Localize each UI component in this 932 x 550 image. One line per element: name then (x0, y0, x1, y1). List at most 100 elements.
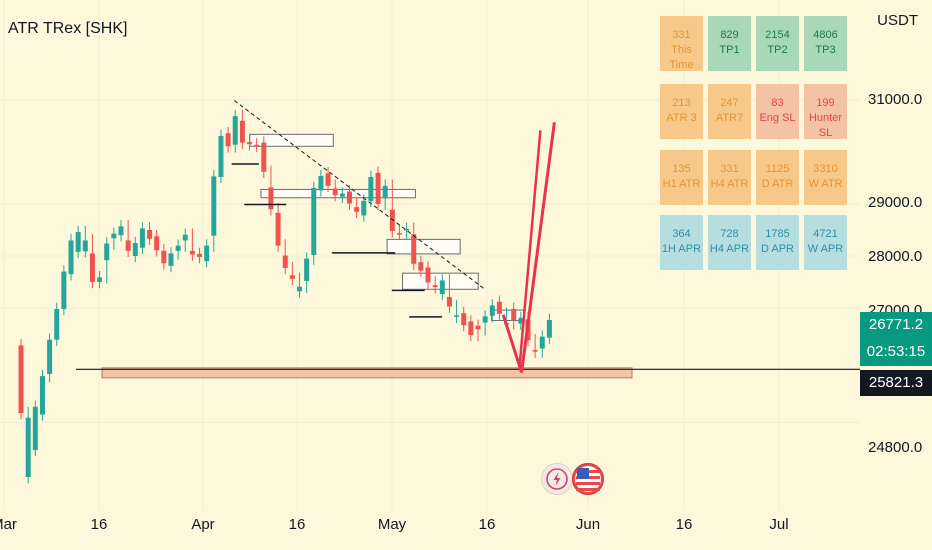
candle (18, 345, 24, 414)
stat-cell: 1785 D APR (756, 215, 799, 270)
stat-value: 1125 (765, 163, 790, 175)
stat-value: 83 (771, 97, 784, 109)
candle (518, 317, 524, 324)
candle (68, 240, 74, 275)
candle (168, 253, 174, 266)
stat-cell: 83 Eng SL (756, 84, 799, 139)
candle (225, 133, 231, 147)
candle (382, 185, 388, 199)
candle (211, 176, 217, 236)
stat-value: 3310 (813, 163, 838, 175)
x-axis-label: Jul (769, 516, 789, 533)
candle (175, 245, 181, 251)
candle (261, 142, 267, 172)
candle (411, 234, 417, 264)
stat-cell: 2154 TP2 (756, 16, 799, 71)
candle (318, 175, 324, 191)
candle (418, 262, 424, 271)
stat-label: W APR (807, 243, 844, 255)
stat-value: 247 (720, 97, 739, 109)
candle (154, 236, 160, 251)
candle (496, 301, 502, 314)
candle (139, 228, 145, 248)
candle (389, 209, 395, 232)
stat-label: ATR 3 (666, 112, 697, 124)
x-axis-label: Apr (191, 516, 215, 533)
stat-label: 1H APR (661, 243, 702, 255)
candle (539, 336, 545, 349)
indicator-title[interactable]: ATR TRex [SHK] (8, 20, 128, 37)
stat-value: 331 (672, 29, 691, 41)
stat-label: This Time (669, 44, 694, 71)
x-axis-label: 16 (675, 516, 693, 533)
support-zone (101, 367, 633, 379)
resistance-box (260, 188, 416, 199)
stat-cell: 3310 W ATR (804, 150, 847, 205)
resistance-box (386, 238, 461, 255)
stat-label: Eng SL (759, 112, 796, 124)
flash-icon[interactable] (541, 463, 573, 495)
candle (546, 319, 552, 338)
candle (468, 321, 474, 336)
candle (104, 243, 110, 261)
candle (275, 212, 281, 246)
candle (446, 297, 452, 307)
x-axis-label: 16 (90, 516, 108, 533)
candle (182, 234, 188, 241)
candle (432, 285, 438, 288)
candle (325, 173, 331, 186)
candle (111, 233, 117, 239)
stat-cell: 331 H4 ATR (708, 150, 751, 205)
stat-label: TP2 (767, 44, 788, 56)
trendline (233, 100, 485, 290)
candle (189, 250, 195, 255)
stat-cell: 247 ATR7 (708, 84, 751, 139)
candle (132, 243, 138, 256)
stat-value: 829 (720, 29, 739, 41)
stat-value: 2154 (765, 29, 790, 41)
x-axis-label: Mar (0, 516, 17, 533)
candle (247, 142, 253, 145)
candle (282, 255, 288, 268)
x-axis-label: May (377, 516, 407, 533)
candle (25, 417, 31, 477)
stat-label: H1 ATR (662, 178, 701, 190)
stat-cell: 364 1H APR (660, 215, 703, 270)
projection-path (518, 130, 542, 367)
candle (197, 253, 203, 258)
stat-cell: 728 H4 APR (708, 215, 751, 270)
candle (404, 228, 410, 231)
stat-label: D ATR (761, 178, 794, 190)
y-axis-label: 28000.0 (868, 248, 923, 265)
us-flag-icon[interactable] (572, 463, 604, 495)
candle (361, 200, 367, 216)
candle (368, 176, 374, 201)
stat-cell: 4721 W APR (804, 215, 847, 270)
x-axis-label: Jun (575, 516, 601, 533)
stat-value: 364 (672, 228, 691, 240)
current-price-tag: 26771.2 (860, 312, 932, 338)
stat-value: 135 (672, 163, 691, 175)
candle (354, 207, 360, 212)
candle (268, 187, 274, 210)
stat-label: W ATR (808, 178, 843, 190)
candle (118, 226, 124, 236)
candle (161, 250, 167, 264)
candle (332, 188, 338, 196)
candle (475, 325, 481, 330)
support-and-trend-lines (76, 100, 860, 370)
stat-cell: 199 Hunter SL (804, 84, 847, 139)
stat-value: 1785 (765, 228, 790, 240)
stat-label: ATR7 (715, 112, 744, 124)
candle (239, 120, 245, 143)
support-zone-rect (101, 367, 633, 379)
candle (439, 280, 445, 294)
stat-cell: 829 TP1 (708, 16, 751, 71)
stat-label: D APR (760, 243, 794, 255)
candle (346, 191, 352, 204)
axis-unit-label: USDT (877, 12, 918, 29)
candle (54, 309, 60, 340)
stat-value: 728 (720, 228, 739, 240)
candle (47, 339, 53, 375)
